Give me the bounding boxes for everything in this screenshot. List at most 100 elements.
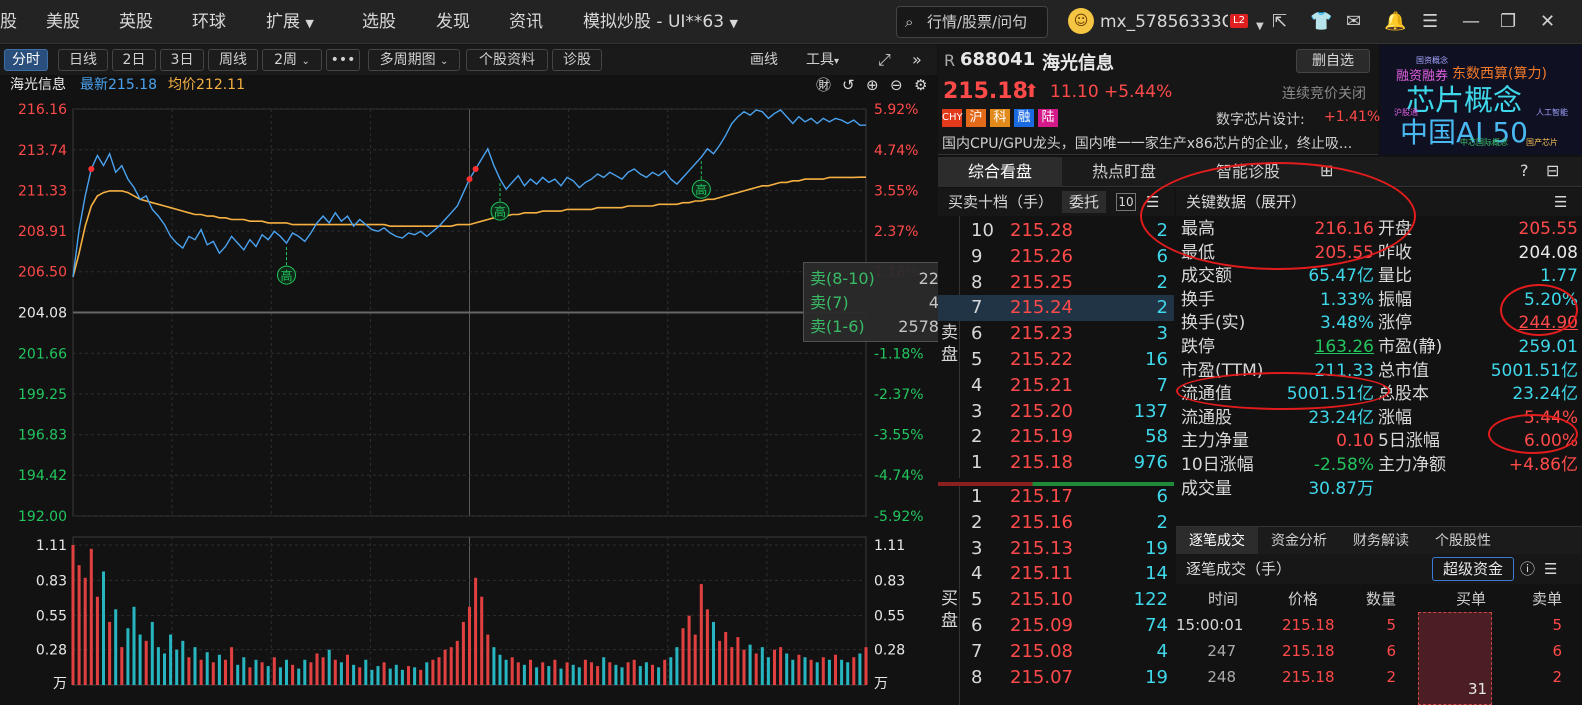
diagnose-button[interactable]: 诊股 [552, 49, 602, 71]
nav-item-stocks[interactable]: 股 [0, 12, 17, 32]
tab-intraday[interactable]: 分时 [4, 49, 48, 71]
y-tick-label: 192.00 [18, 509, 67, 525]
col-buy: 买单 [1456, 590, 1487, 608]
annotation-circle [1176, 372, 1390, 410]
buy-level-row[interactable]: 3 215.13 19 [938, 536, 1174, 562]
menu-icon[interactable]: ☰ [1544, 560, 1558, 578]
coin-icon[interactable]: ㊖ [816, 76, 832, 94]
volume-bar [370, 669, 374, 685]
volume-bar [455, 640, 459, 685]
double-chevron-right-icon[interactable]: » [912, 50, 922, 69]
info-circle-icon[interactable]: ⓘ [1520, 560, 1536, 578]
menu-icon[interactable]: ☰ [1554, 193, 1568, 211]
tab-stock-nature[interactable]: 个股股性 [1435, 533, 1491, 549]
sell-level-row[interactable]: 5 215.22 16 [938, 347, 1174, 373]
buy-level-row[interactable]: 4 215.11 14 [938, 561, 1174, 587]
tab-hotspot[interactable]: 热点盯盘 [1091, 162, 1156, 181]
tab-2day[interactable]: 2日 [112, 49, 156, 71]
tab-fund-analysis[interactable]: 资金分析 [1271, 533, 1327, 549]
nav-item-extend[interactable]: 扩展 ▼ [266, 0, 314, 44]
fullscreen-icon[interactable]: ⤢ [878, 50, 891, 69]
close-icon[interactable]: ✕ [1540, 11, 1556, 32]
tab-3day[interactable]: 3日 [160, 49, 204, 71]
nav-item-news[interactable]: 资讯 [509, 12, 543, 32]
volume-bar [291, 664, 295, 685]
settings-gear-icon[interactable]: ⚙ [914, 76, 928, 94]
minimize-icon[interactable]: — [1462, 11, 1480, 32]
chevron-down-icon[interactable]: ▼ [1256, 21, 1264, 32]
volume-bar [126, 628, 130, 685]
zoom-in-icon[interactable]: ⊕ [866, 76, 879, 94]
sell-level-row[interactable]: 2 215.19 58 [938, 424, 1174, 450]
buy-level-row[interactable]: 1 215.17 6 [938, 484, 1174, 510]
sector-label[interactable]: 数字芯片设计: [1216, 112, 1305, 128]
delegate-toggle[interactable]: 委托 [1062, 191, 1106, 213]
level-index: 9 [971, 245, 983, 267]
volume-bar [297, 668, 301, 685]
sell-level-row[interactable]: 10 215.28 2 [938, 218, 1174, 244]
buy-level-row[interactable]: 6 215.09 74 [938, 613, 1174, 639]
remove-watchlist-button[interactable]: 删自选 [1296, 49, 1370, 73]
buy-level-row[interactable]: 2 215.16 2 [938, 510, 1174, 536]
multi-period-button[interactable]: 多周期图 ⌄ [368, 49, 460, 71]
super-fund-button[interactable]: 超级资金 [1432, 557, 1514, 581]
table-row[interactable]: 15:00:01 215.18 5 5 [1176, 612, 1582, 638]
nav-item-global[interactable]: 环球 [192, 12, 226, 32]
table-row[interactable]: 247 215.18 6 6 [1176, 638, 1582, 664]
sell-level-row[interactable]: 7 215.24 2 [938, 295, 1174, 322]
nav-item-uk-stocks[interactable]: 英股 [119, 12, 153, 32]
popout-icon[interactable]: ⇱ [1272, 11, 1288, 32]
tab-weekly[interactable]: 周线 [208, 49, 258, 71]
buy-level-row[interactable]: 8 215.07 19 [938, 665, 1174, 691]
draw-line-button[interactable]: 画线 [750, 52, 778, 68]
bid-ask-ratio-bar [938, 482, 1174, 486]
col-time: 时间 [1208, 590, 1239, 608]
username[interactable]: mx_57856333C [1100, 12, 1228, 32]
stock-profile-button[interactable]: 个股资料 [466, 49, 548, 71]
sell-level-row[interactable]: 6 215.23 3 [938, 321, 1174, 347]
key-data-value: 205.55 [1518, 219, 1578, 239]
y-tick-label: 213.74 [18, 143, 67, 159]
tab-2week[interactable]: 2周 ⌄ [262, 49, 322, 71]
tab-tick-trades[interactable]: 逐笔成交 [1176, 527, 1258, 555]
sell-level-row[interactable]: 4 215.21 7 [938, 373, 1174, 399]
shirt-icon[interactable]: 👕 [1310, 11, 1333, 32]
tools-button[interactable]: 工具▾ [806, 49, 839, 73]
tab-2week-label: 2周 [274, 52, 298, 68]
table-row[interactable]: 248 215.18 2 2 [1176, 664, 1582, 690]
buy-level-row[interactable]: 5 215.10 122 [938, 587, 1174, 613]
more-button[interactable]: ••• [326, 49, 360, 71]
tab-financial[interactable]: 财务解读 [1353, 533, 1409, 549]
restore-icon[interactable]: ❐ [1500, 11, 1517, 32]
volume-bar [352, 664, 356, 685]
bell-icon[interactable]: 🔔 [1384, 11, 1407, 32]
sell-level-row[interactable]: 3 215.20 137 [938, 399, 1174, 425]
nav-item-screener[interactable]: 选股 [362, 12, 396, 32]
sell-level-row[interactable]: 1 215.18 976 [938, 450, 1174, 476]
undo-icon[interactable]: ↺ [842, 76, 855, 94]
concept-tag: 芯片概念 [1406, 83, 1523, 117]
avatar[interactable]: ☺ [1068, 8, 1094, 34]
zoom-out-icon[interactable]: ⊖ [890, 76, 903, 94]
level-index: 8 [971, 271, 983, 293]
concept-word-cloud[interactable]: 国资概念 融资融券 东数西算(算力) 芯片概念 沪股通 人工智能 中国AI 50… [1380, 45, 1582, 155]
nav-item-sim-trading[interactable]: 模拟炒股 - UI**63 ▼ [583, 0, 738, 44]
key-data-label: 跌停 [1181, 337, 1215, 357]
mail-icon[interactable]: ✉ [1346, 11, 1362, 32]
stock-description[interactable]: 国内CPU/GPU龙头，国内唯一一家生产x86芯片的企业，终止吸... [942, 136, 1353, 152]
menu-icon[interactable]: ☰ [1422, 11, 1439, 32]
sell-level-row[interactable]: 9 215.26 6 [938, 244, 1174, 270]
volume-bar [388, 668, 392, 685]
volume-tick-label: 万 [53, 676, 67, 692]
nav-item-us-stocks[interactable]: 美股 [46, 12, 80, 32]
buy-level-row[interactable]: 7 215.08 4 [938, 639, 1174, 665]
tab-overview[interactable]: 综合看盘 [938, 157, 1062, 187]
depth-count-button[interactable]: 10 [1116, 193, 1136, 211]
intraday-chart[interactable]: 216.16 5.92% 213.74 4.74% 211.33 3.55% 208.91 2… [0, 97, 937, 705]
tab-daily[interactable]: 日线 [58, 49, 108, 71]
layout-icon[interactable]: ⊟ [1546, 161, 1560, 180]
sell-level-row[interactable]: 8 215.25 2 [938, 270, 1174, 296]
help-icon[interactable]: ? [1520, 161, 1529, 180]
nav-item-discover[interactable]: 发现 [436, 12, 470, 32]
search-input[interactable]: ⌕ 行情/股票/问句 [896, 6, 1048, 38]
